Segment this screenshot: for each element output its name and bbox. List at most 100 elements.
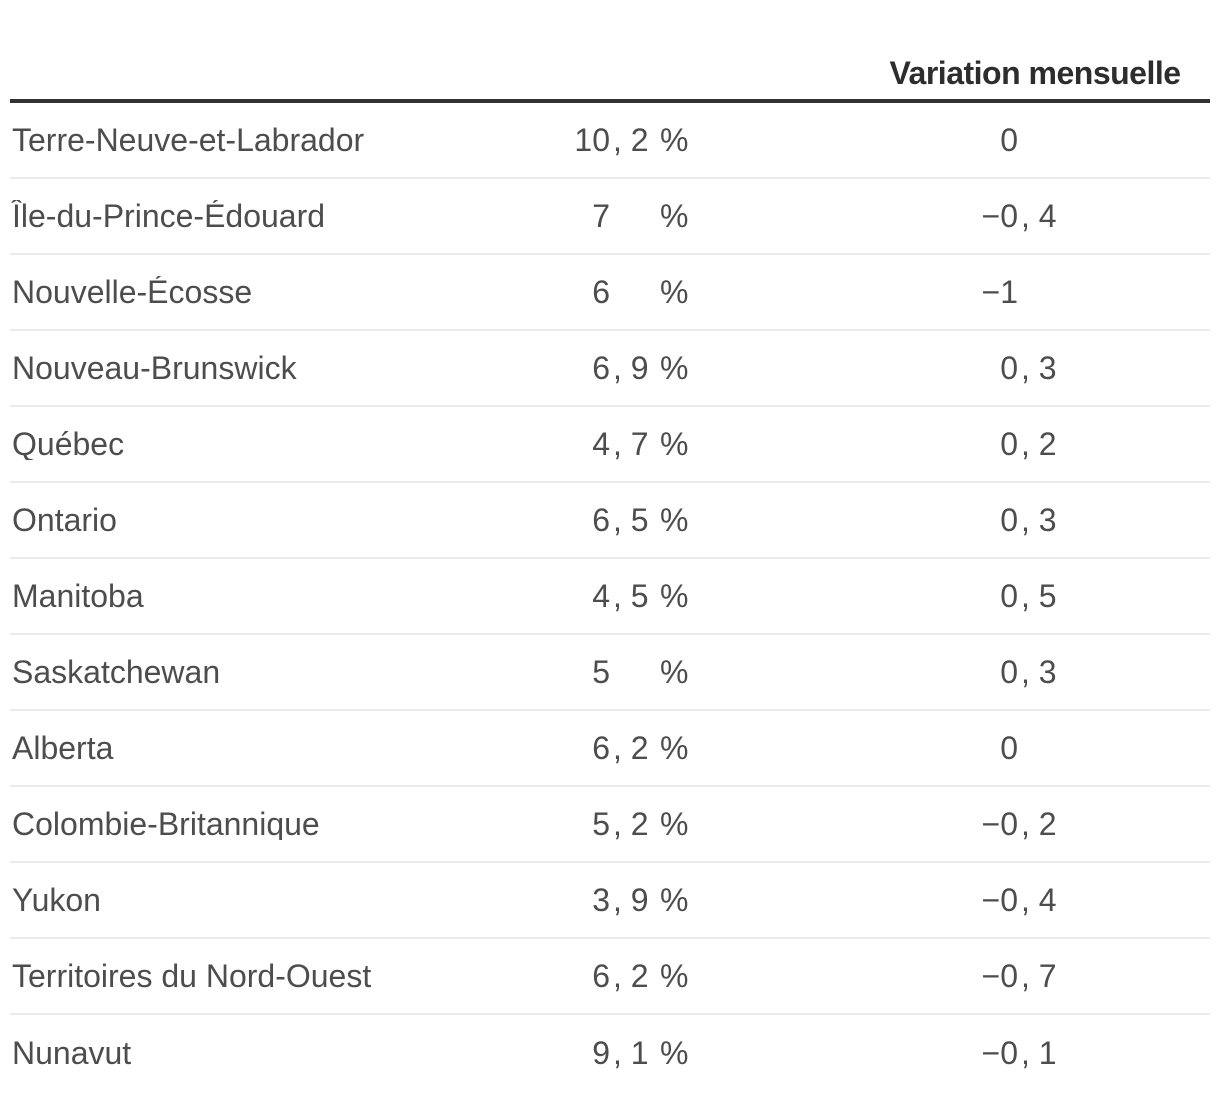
- percent-sign: %: [660, 198, 689, 234]
- table-row: Saskatchewan 5 % 0 , 3: [10, 635, 1210, 711]
- value-integer: 3: [592, 882, 610, 918]
- table-row: Québec 4 , 7 % 0 , 2: [10, 407, 1210, 483]
- variation-decimal: , 1: [1021, 1035, 1057, 1071]
- percent-sign: %: [660, 502, 689, 538]
- region-label: Yukon: [12, 884, 101, 916]
- row-numbers: 5 % 0 , 3: [550, 656, 1210, 688]
- row-numbers: 4 , 5 % 0 , 5: [550, 580, 1210, 612]
- table-row: Yukon 3 , 9 % −0 , 4: [10, 863, 1210, 939]
- table-header-row: Variation mensuelle: [10, 0, 1210, 103]
- percent-sign: %: [660, 882, 689, 918]
- variation-decimal: , 3: [1021, 502, 1057, 538]
- row-numbers: 10 , 2 % 0: [550, 124, 1210, 156]
- row-numbers: 7 % −0 , 4: [550, 200, 1210, 232]
- row-numbers: 6 , 9 % 0 , 3: [550, 352, 1210, 384]
- value-decimal: , 9: [613, 882, 649, 918]
- value-decimal: , 2: [613, 122, 649, 158]
- region-label: Nouveau-Brunswick: [12, 352, 297, 384]
- row-numbers: 4 , 7 % 0 , 2: [550, 428, 1210, 460]
- value-decimal: , 5: [613, 578, 649, 614]
- value-integer: 6: [592, 730, 610, 766]
- value-integer: 5: [592, 654, 610, 690]
- value-integer: 7: [592, 198, 610, 234]
- table-body: Terre-Neuve-et-Labrador 10 , 2 % 0 Île-d…: [10, 103, 1210, 1091]
- variation-decimal: , 2: [1021, 426, 1057, 462]
- value-integer: 5: [592, 806, 610, 842]
- value-integer: 6: [592, 350, 610, 386]
- percent-sign: %: [660, 1035, 689, 1071]
- row-numbers: 9 , 1 % −0 , 1: [550, 1037, 1210, 1069]
- value-integer: 4: [592, 578, 610, 614]
- region-label: Manitoba: [12, 580, 144, 612]
- value-integer: 6: [592, 958, 610, 994]
- percent-sign: %: [660, 350, 689, 386]
- table-row: Nunavut 9 , 1 % −0 , 1: [10, 1015, 1210, 1091]
- table-row: Territoires du Nord-Ouest 6 , 2 % −0 , 7: [10, 939, 1210, 1015]
- variation-decimal: , 5: [1021, 578, 1057, 614]
- row-numbers: 6 , 2 % 0: [550, 732, 1210, 764]
- variation-decimal: , 4: [1021, 882, 1057, 918]
- table-row: Nouveau-Brunswick 6 , 9 % 0 , 3: [10, 331, 1210, 407]
- value-decimal: , 7: [613, 426, 649, 462]
- variation-integer: 0: [1000, 578, 1018, 614]
- percent-sign: %: [660, 654, 689, 690]
- variation-integer: 0: [1000, 122, 1018, 158]
- variation-integer: −1: [981, 274, 1018, 310]
- value-decimal: , 2: [613, 958, 649, 994]
- table-row: Ontario 6 , 5 % 0 , 3: [10, 483, 1210, 559]
- percent-sign: %: [660, 578, 689, 614]
- value-decimal: , 5: [613, 502, 649, 538]
- percent-sign: %: [660, 730, 689, 766]
- region-label: Territoires du Nord-Ouest: [12, 960, 372, 992]
- region-label: Colombie-Britannique: [12, 808, 320, 840]
- value-integer: 6: [592, 274, 610, 310]
- value-integer: 9: [592, 1035, 610, 1071]
- variation-integer: −0: [981, 806, 1018, 842]
- variation-integer: 0: [1000, 502, 1018, 538]
- percent-sign: %: [660, 122, 689, 158]
- table-row: Alberta 6 , 2 % 0: [10, 711, 1210, 787]
- variation-integer: 0: [1000, 426, 1018, 462]
- percent-sign: %: [660, 958, 689, 994]
- region-label: Terre-Neuve-et-Labrador: [12, 124, 365, 156]
- table-row: Nouvelle-Écosse 6 % −1: [10, 255, 1210, 331]
- percent-sign: %: [660, 426, 689, 462]
- region-label: Île-du-Prince-Édouard: [12, 200, 326, 232]
- region-label: Québec: [12, 428, 125, 460]
- row-numbers: 6 , 2 % −0 , 7: [550, 960, 1210, 992]
- variation-integer: −0: [981, 1035, 1018, 1071]
- value-decimal: , 2: [613, 806, 649, 842]
- variation-integer: 0: [1000, 730, 1018, 766]
- variation-integer: −0: [981, 198, 1018, 234]
- variation-decimal: , 4: [1021, 198, 1057, 234]
- region-label: Saskatchewan: [12, 656, 221, 688]
- region-label: Nunavut: [12, 1037, 132, 1069]
- variation-integer: −0: [981, 958, 1018, 994]
- row-numbers: 5 , 2 % −0 , 2: [550, 808, 1210, 840]
- variation-integer: −0: [981, 882, 1018, 918]
- region-label: Nouvelle-Écosse: [12, 276, 253, 308]
- region-label: Ontario: [12, 504, 117, 536]
- percent-sign: %: [660, 274, 689, 310]
- value-integer: 6: [592, 502, 610, 538]
- variation-column-header: Variation mensuelle: [889, 54, 1181, 91]
- row-numbers: 6 % −1: [550, 276, 1210, 308]
- variation-integer: 0: [1000, 654, 1018, 690]
- row-numbers: 3 , 9 % −0 , 4: [550, 884, 1210, 916]
- table-row: Manitoba 4 , 5 % 0 , 5: [10, 559, 1210, 635]
- table-row: Terre-Neuve-et-Labrador 10 , 2 % 0: [10, 103, 1210, 179]
- table-row: Colombie-Britannique 5 , 2 % −0 , 2: [10, 787, 1210, 863]
- value-integer: 4: [592, 426, 610, 462]
- variation-decimal: , 3: [1021, 654, 1057, 690]
- table-row: Île-du-Prince-Édouard 7 % −0 , 4: [10, 179, 1210, 255]
- value-decimal: , 2: [613, 730, 649, 766]
- data-table: Variation mensuelle Terre-Neuve-et-Labra…: [10, 0, 1210, 1091]
- variation-decimal: , 2: [1021, 806, 1057, 842]
- variation-integer: 0: [1000, 350, 1018, 386]
- value-decimal: , 1: [613, 1035, 649, 1071]
- percent-sign: %: [660, 806, 689, 842]
- value-decimal: , 9: [613, 350, 649, 386]
- variation-decimal: , 7: [1021, 958, 1057, 994]
- variation-decimal: , 3: [1021, 350, 1057, 386]
- row-numbers: 6 , 5 % 0 , 3: [550, 504, 1210, 536]
